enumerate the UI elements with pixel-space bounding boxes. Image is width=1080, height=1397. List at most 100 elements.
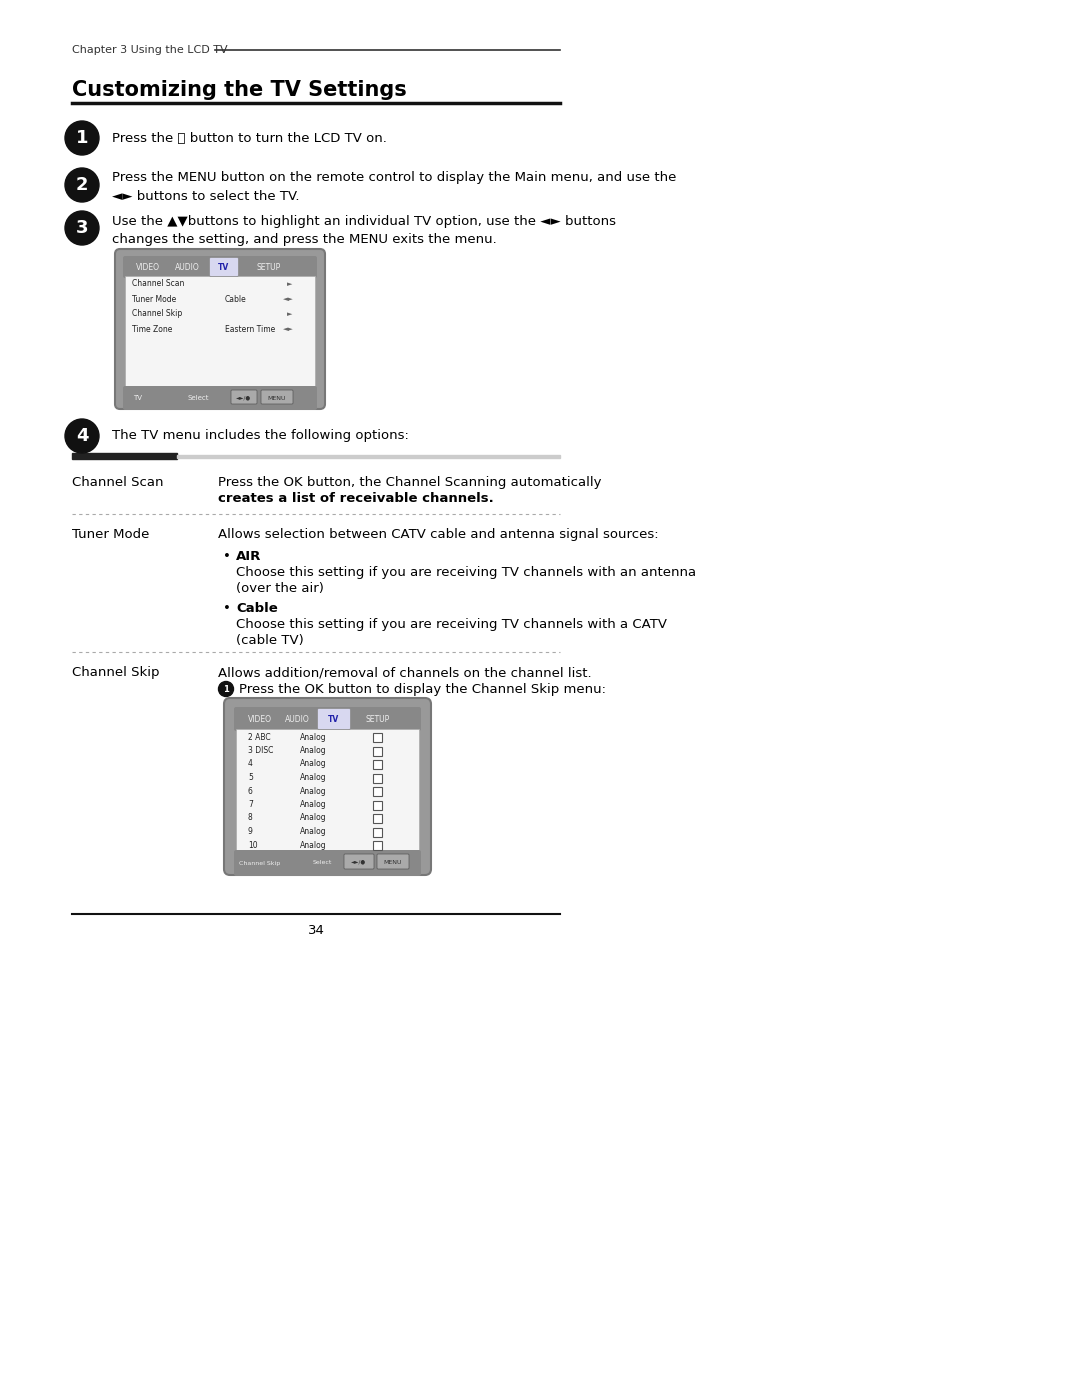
Text: The TV menu includes the following options:: The TV menu includes the following optio… <box>112 429 409 443</box>
FancyBboxPatch shape <box>318 708 351 729</box>
FancyBboxPatch shape <box>231 390 257 404</box>
Text: changes the setting, and press the MENU exits the menu.: changes the setting, and press the MENU … <box>112 232 497 246</box>
Text: SETUP: SETUP <box>257 263 281 271</box>
Text: 3 DISC: 3 DISC <box>248 746 273 754</box>
FancyBboxPatch shape <box>123 256 318 278</box>
Bar <box>373 814 382 823</box>
Text: VIDEO: VIDEO <box>136 263 160 271</box>
Text: 1: 1 <box>224 685 229 693</box>
Bar <box>373 787 382 796</box>
Text: •: • <box>222 602 231 615</box>
Text: 8: 8 <box>248 813 253 823</box>
Text: 3: 3 <box>76 219 89 237</box>
Text: Analog: Analog <box>300 732 326 742</box>
Text: Select: Select <box>187 395 208 401</box>
Bar <box>373 800 382 809</box>
Text: Chapter 3 Using the LCD TV: Chapter 3 Using the LCD TV <box>72 45 228 54</box>
FancyBboxPatch shape <box>345 854 374 869</box>
Text: 9: 9 <box>248 827 253 835</box>
FancyBboxPatch shape <box>234 707 421 731</box>
Text: Tuner Mode: Tuner Mode <box>132 295 176 303</box>
Text: Press the ⏻ button to turn the LCD TV on.: Press the ⏻ button to turn the LCD TV on… <box>112 131 387 144</box>
Circle shape <box>65 419 99 453</box>
Text: 4: 4 <box>248 760 253 768</box>
Text: Analog: Analog <box>300 813 326 823</box>
Text: Analog: Analog <box>300 773 326 782</box>
Text: ◄►/●: ◄►/● <box>351 859 366 865</box>
Bar <box>373 774 382 782</box>
Text: creates a list of receivable channels.: creates a list of receivable channels. <box>218 492 494 504</box>
Bar <box>373 760 382 768</box>
Text: AIR: AIR <box>237 550 261 563</box>
Text: Analog: Analog <box>300 760 326 768</box>
Text: Analog: Analog <box>300 841 326 849</box>
FancyBboxPatch shape <box>234 849 421 876</box>
Text: TV: TV <box>218 263 230 271</box>
Text: Press the MENU button on the remote control to display the Main menu, and use th: Press the MENU button on the remote cont… <box>112 172 676 184</box>
FancyBboxPatch shape <box>125 277 315 388</box>
FancyBboxPatch shape <box>210 257 239 277</box>
Text: Channel Scan: Channel Scan <box>72 476 163 489</box>
FancyBboxPatch shape <box>224 698 431 875</box>
Bar <box>373 733 382 742</box>
Text: MENU: MENU <box>383 859 402 865</box>
FancyBboxPatch shape <box>123 386 318 409</box>
Text: Cable: Cable <box>225 295 246 303</box>
FancyBboxPatch shape <box>261 390 293 404</box>
Text: Select: Select <box>312 861 332 866</box>
Text: (over the air): (over the air) <box>237 583 324 595</box>
Text: Use the ▲▼buttons to highlight an individual TV option, use the ◄► buttons: Use the ▲▼buttons to highlight an indivi… <box>112 215 616 228</box>
Text: 4: 4 <box>76 427 89 446</box>
Text: 7: 7 <box>248 800 253 809</box>
Text: Tuner Mode: Tuner Mode <box>72 528 149 541</box>
Text: Analog: Analog <box>300 800 326 809</box>
Text: Choose this setting if you are receiving TV channels with a CATV: Choose this setting if you are receiving… <box>237 617 667 631</box>
Text: AUDIO: AUDIO <box>175 263 200 271</box>
Bar <box>177 454 561 457</box>
Bar <box>373 841 382 849</box>
Text: Press the OK button to display the Channel Skip menu:: Press the OK button to display the Chann… <box>239 683 606 696</box>
Text: TV: TV <box>134 395 143 401</box>
Circle shape <box>65 211 99 244</box>
Text: ►: ► <box>287 281 293 286</box>
Text: Analog: Analog <box>300 827 326 835</box>
Text: 1: 1 <box>76 129 89 147</box>
Circle shape <box>65 122 99 155</box>
Text: ◄► buttons to select the TV.: ◄► buttons to select the TV. <box>112 190 299 203</box>
Text: MENU: MENU <box>268 395 286 401</box>
Text: Analog: Analog <box>300 787 326 795</box>
Bar <box>72 453 177 460</box>
Bar <box>373 827 382 837</box>
Text: ►: ► <box>287 312 293 317</box>
Text: AUDIO: AUDIO <box>285 714 310 724</box>
FancyBboxPatch shape <box>237 729 419 852</box>
Text: Analog: Analog <box>300 746 326 754</box>
FancyBboxPatch shape <box>114 249 325 409</box>
Text: 34: 34 <box>308 923 324 936</box>
Text: 2 ABC: 2 ABC <box>248 732 271 742</box>
Text: Press the OK button, the Channel Scanning automatically: Press the OK button, the Channel Scannin… <box>218 476 602 489</box>
Text: Channel Skip: Channel Skip <box>240 861 281 866</box>
Text: 2: 2 <box>76 176 89 194</box>
Text: 6: 6 <box>248 787 253 795</box>
Text: TV: TV <box>328 714 339 724</box>
Text: Customizing the TV Settings: Customizing the TV Settings <box>72 80 407 101</box>
Circle shape <box>65 168 99 203</box>
Text: ◄►: ◄► <box>283 296 294 302</box>
Text: VIDEO: VIDEO <box>247 714 271 724</box>
Text: 10: 10 <box>248 841 258 849</box>
Text: ◄►/●: ◄►/● <box>237 395 252 401</box>
Text: Allows addition/removal of channels on the channel list.: Allows addition/removal of channels on t… <box>218 666 592 679</box>
Text: Cable: Cable <box>237 602 278 615</box>
Text: Time Zone: Time Zone <box>132 324 173 334</box>
Text: Eastern Time: Eastern Time <box>225 324 275 334</box>
Text: Channel Skip: Channel Skip <box>132 310 183 319</box>
Text: Channel Skip: Channel Skip <box>72 666 160 679</box>
Text: Allows selection between CATV cable and antenna signal sources:: Allows selection between CATV cable and … <box>218 528 659 541</box>
Bar <box>373 746 382 756</box>
FancyBboxPatch shape <box>377 854 409 869</box>
Text: Choose this setting if you are receiving TV channels with an antenna: Choose this setting if you are receiving… <box>237 566 697 578</box>
Text: (cable TV): (cable TV) <box>237 634 303 647</box>
Text: Channel Scan: Channel Scan <box>132 279 185 289</box>
Text: 5: 5 <box>248 773 253 782</box>
